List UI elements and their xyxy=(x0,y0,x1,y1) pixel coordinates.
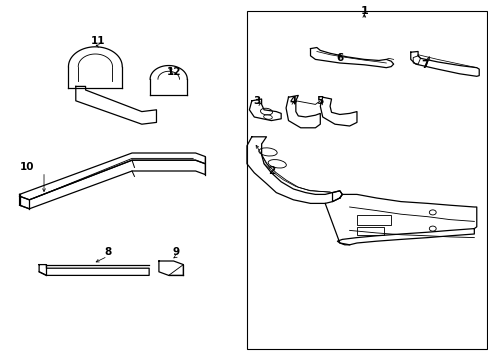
Bar xyxy=(356,215,390,225)
Text: 9: 9 xyxy=(172,247,179,257)
Text: 4: 4 xyxy=(289,96,297,106)
Text: 3: 3 xyxy=(253,96,260,106)
Text: 8: 8 xyxy=(104,247,111,257)
Bar xyxy=(246,11,486,349)
Text: 2: 2 xyxy=(267,166,274,176)
Text: 11: 11 xyxy=(90,36,105,46)
Bar xyxy=(356,227,383,235)
Text: 5: 5 xyxy=(316,96,323,106)
Text: 7: 7 xyxy=(421,60,428,70)
Text: 1: 1 xyxy=(360,6,367,16)
Text: 12: 12 xyxy=(166,67,181,77)
Text: 10: 10 xyxy=(20,162,34,172)
Text: 6: 6 xyxy=(336,53,343,63)
